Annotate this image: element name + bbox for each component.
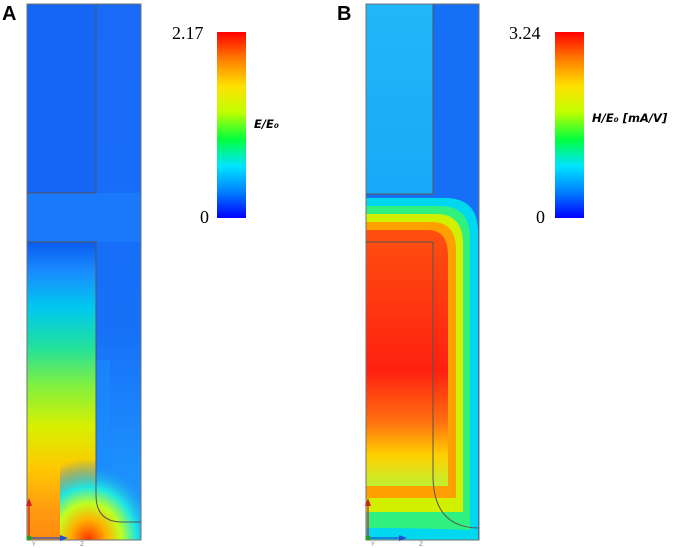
panel-b-axis-triad: Y Z: [365, 498, 423, 548]
panel-b-colorbar-max: 3.24: [509, 23, 541, 43]
panel-a-upper-boundary: [27, 4, 97, 194]
panel-a-triad-label-z: Z: [80, 541, 84, 548]
panel-a-colorbar: [217, 32, 246, 218]
panel-a-corner-hotspot: [60, 450, 141, 540]
panel-a-letter: A: [2, 3, 17, 25]
panel-a-colorbar-label: E/E₀: [254, 117, 279, 131]
panel-b-colorbar-label: H/E₀ [mA/V]: [592, 111, 668, 125]
panel-b-field: [365, 3, 480, 541]
panel-b-upper-region: [366, 4, 433, 194]
panel-a-outline: [26, 3, 142, 541]
panel-b-letter: B: [337, 3, 352, 25]
panel-b-lower-boundary: [366, 241, 480, 529]
panel-a-gap-band: [27, 193, 141, 242]
panel-a-upper-region: [27, 4, 96, 193]
panel-b-triad-label-z: Z: [419, 541, 423, 548]
panel-a-field: [26, 3, 142, 541]
panel-b-outline: [365, 3, 480, 541]
panel-b-triad-label-y: Y: [370, 541, 375, 548]
panel-a-triad-label-y: Y: [31, 541, 36, 548]
panel-a-colorbar-max: 2.17: [172, 23, 204, 43]
panel-a-colorbar-min: 0: [200, 207, 209, 227]
panel-b-upper-boundary: [366, 4, 434, 195]
panel-a-lower-boundary: [27, 241, 141, 523]
panel-b-core: [366, 230, 448, 486]
panel-b-colorbar: [555, 32, 584, 218]
panel-b-colorbar-min: 0: [536, 207, 545, 227]
panel-a-axis-triad: Y Z: [26, 498, 84, 548]
